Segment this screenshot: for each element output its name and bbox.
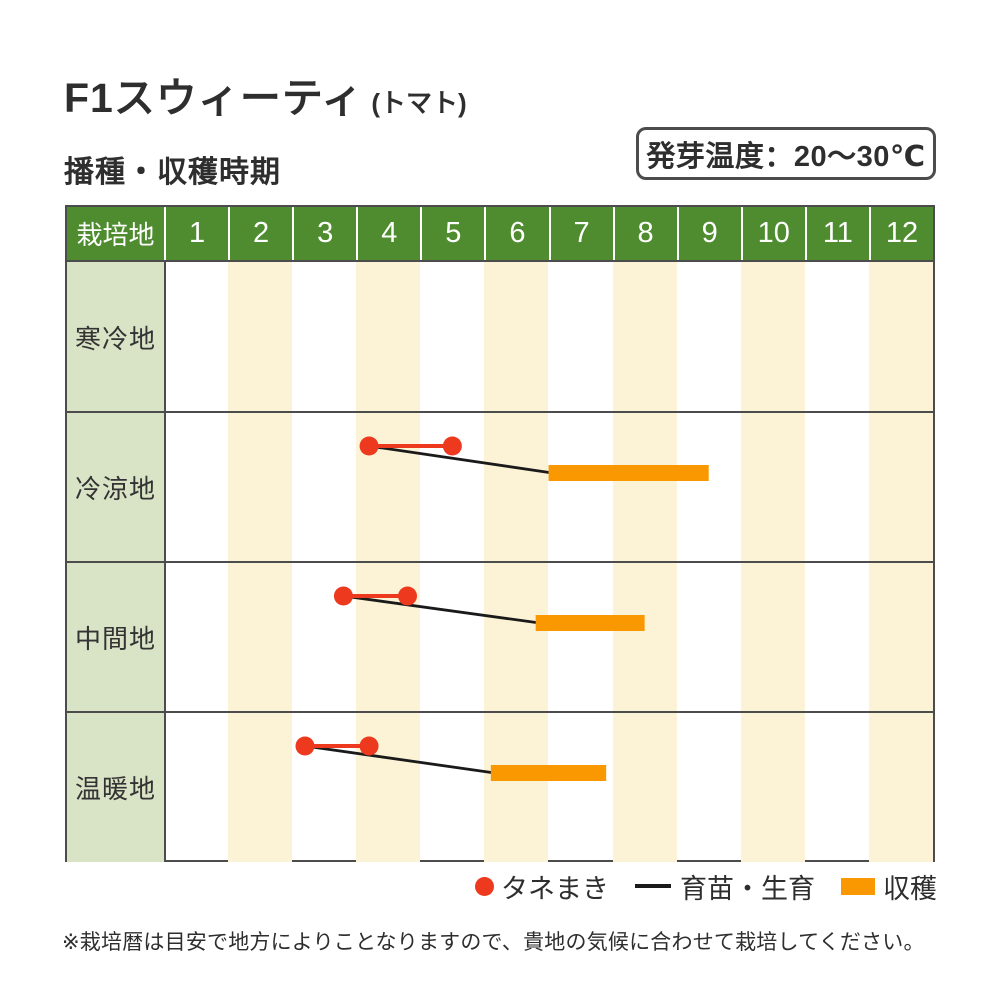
harvest-bar [548,465,709,481]
month-header-cell: 5 [420,207,484,260]
month-header-cell: 7 [548,207,613,260]
sowing-dot-icon [475,876,494,896]
month-header-cell: 12 [868,207,933,260]
growth-line-icon [635,884,671,888]
sowing-dot-icon [333,586,353,606]
cultivation-calendar: 栽培地 1 2 3 4 5 6 7 8 9 10 11 12 寒冷地 冷涼地 中間地 温暖地 [65,205,935,862]
page-title: F1スウィーティ [64,75,364,121]
legend-harvest-label: 収穫 [883,873,937,904]
region-label: 寒冷地 [74,323,156,354]
page-title-row: F1スウィーティ (トマト) [64,64,467,124]
legend-growth-label: 育苗・生育 [680,873,815,904]
sowing-dot-icon [398,586,418,606]
region-label: 冷涼地 [74,473,156,504]
harvest-bar [535,615,645,631]
sowing-dot-icon [295,736,315,756]
month-header-cell: 3 [292,207,356,260]
germination-temperature-box: 発芽温度：20〜30℃ [636,127,936,180]
month-header-cell: 1 [164,207,228,260]
section-title: 播種・収穫時期 [64,156,281,189]
calendar-body: 寒冷地冷涼地中間地温暖地 [67,260,933,862]
month-header-cell: 10 [740,207,805,260]
legend-item-sowing: タネまき [475,867,609,906]
germination-temperature-label: 発芽温度：20〜30℃ [646,140,926,173]
legend-item-harvest: 収穫 [841,867,937,906]
month-header-cell: 8 [612,207,677,260]
harvest-bar-icon [841,877,875,895]
legend-item-growth: 育苗・生育 [635,867,815,906]
sowing-dot-icon [442,436,462,456]
region-column-header: 栽培地 [76,220,155,250]
row-divider [67,711,933,713]
chart-marks [295,436,709,781]
region-label: 温暖地 [74,773,156,804]
region-label: 中間地 [74,623,156,654]
harvest-bar [490,765,607,781]
month-header-cell: 9 [676,207,741,260]
month-header-cell: 11 [804,207,869,260]
sowing-dot-icon [359,436,379,456]
row-divider [67,411,933,413]
month-header-cell: 6 [484,207,548,260]
row-divider [67,561,933,563]
growth-line [304,744,496,775]
page-title-note: (トマト) [371,88,467,118]
calendar-header: 栽培地 1 2 3 4 5 6 7 8 9 10 11 12 [67,207,933,260]
growth-line [343,594,540,625]
sowing-dot-icon [359,736,379,756]
footnote: ※栽培暦は目安で地方によりことなりますので、貴地の気候に合わせて栽培してください… [62,931,925,954]
month-header-cell: 2 [228,207,292,260]
month-header-cell: 4 [356,207,420,260]
region-column-divider [164,262,166,862]
legend: タネまき 育苗・生育 収穫 [475,870,937,904]
legend-sowing-label: タネまき [501,873,609,904]
growth-line [368,444,553,475]
